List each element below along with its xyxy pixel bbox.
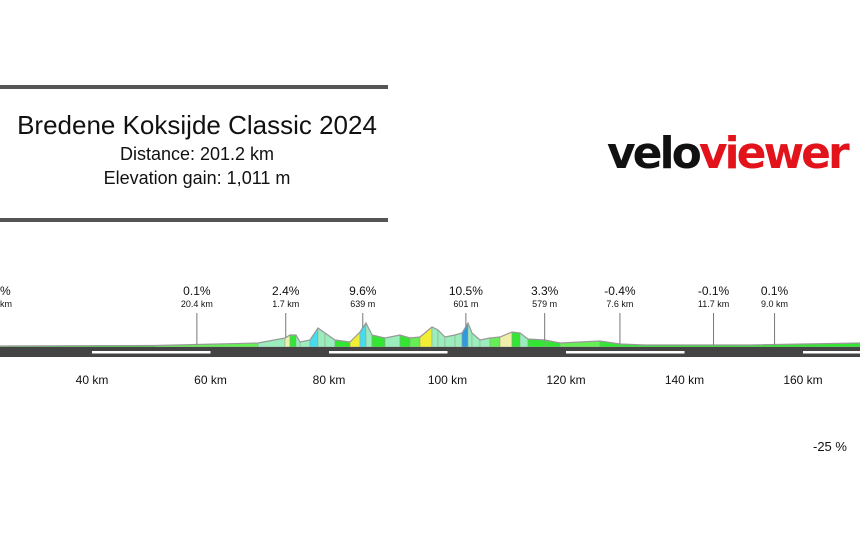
segment-length: 1.7 km	[272, 299, 300, 309]
x-tick-label: 140 km	[664, 373, 705, 387]
x-tick-label: 80 km	[312, 373, 346, 387]
climb-label: -0.1% 11.7 km	[698, 284, 729, 310]
segment-length: km	[0, 299, 12, 309]
segment-length: 11.7 km	[697, 299, 730, 309]
climb-label: 0.1% 20.4 km	[181, 284, 213, 310]
segment-length: 7.6 km	[606, 299, 634, 309]
road-dash	[329, 351, 448, 354]
gradient: -0.4%	[604, 284, 636, 298]
veloviewer-logo: veloviewer	[607, 128, 850, 179]
gradient: 2.4%	[272, 284, 300, 298]
elevation-gain: Elevation gain: 1,011 m	[103, 168, 291, 188]
segment-length: 601 m	[453, 299, 479, 309]
x-tick-label: 60 km	[194, 373, 227, 387]
road-dash	[92, 351, 211, 354]
profile-segment	[409, 336, 421, 348]
legend-first-value: -25 %	[813, 439, 847, 454]
profile-outline	[0, 321, 860, 347]
climb-label: % km	[0, 284, 12, 310]
profile-segment	[419, 326, 433, 348]
gradient: 3.3%	[530, 284, 559, 298]
profile-segment	[437, 329, 446, 348]
distance: Distance: 201.2 km	[119, 144, 275, 164]
climb-label: 3.3% 579 m	[531, 284, 558, 310]
segment-length: 639 m	[350, 299, 376, 309]
gradient: 0.1%	[760, 284, 789, 298]
profile-segment	[511, 331, 521, 348]
gradient: 10.5%	[448, 284, 483, 298]
x-tick-label: 40 km	[75, 373, 109, 387]
profile-segment	[519, 332, 529, 348]
climb-label: -0.4% 7.6 km	[604, 284, 635, 310]
gradient: 0.1%	[183, 284, 211, 298]
top-rule	[0, 85, 388, 89]
gradient: 9.6%	[349, 284, 377, 298]
profile-segment	[471, 332, 481, 348]
bottom-rule	[0, 218, 388, 222]
profile-segment	[289, 334, 297, 348]
segment-length: 20.4 km	[180, 299, 213, 309]
climb-label: 10.5% 601 m	[449, 284, 483, 310]
profile-segment	[365, 322, 373, 348]
profile-segment	[461, 322, 469, 348]
x-tick-label: 160 km	[783, 373, 823, 387]
gradient: %	[0, 284, 11, 298]
road-dash	[803, 351, 860, 354]
segment-length: 579 m	[532, 299, 558, 309]
segment-length: 9.0 km	[761, 299, 789, 309]
page-title: Bredene Koksijde Classic 2024	[17, 110, 377, 140]
header: Bredene Koksijde Classic 2024 Distance: …	[0, 108, 394, 190]
climb-label: 0.1% 9.0 km	[761, 284, 788, 310]
gradient: -0.1%	[697, 284, 730, 298]
x-tick-label: 120 km	[546, 373, 586, 387]
x-tick-label: 100 km	[427, 373, 468, 387]
profile-segment	[489, 336, 501, 348]
profile-segment	[324, 332, 336, 348]
climb-label: 9.6% 639 m	[349, 284, 376, 310]
road-dash	[566, 351, 685, 354]
climb-label: 2.4% 1.7 km	[272, 284, 299, 310]
